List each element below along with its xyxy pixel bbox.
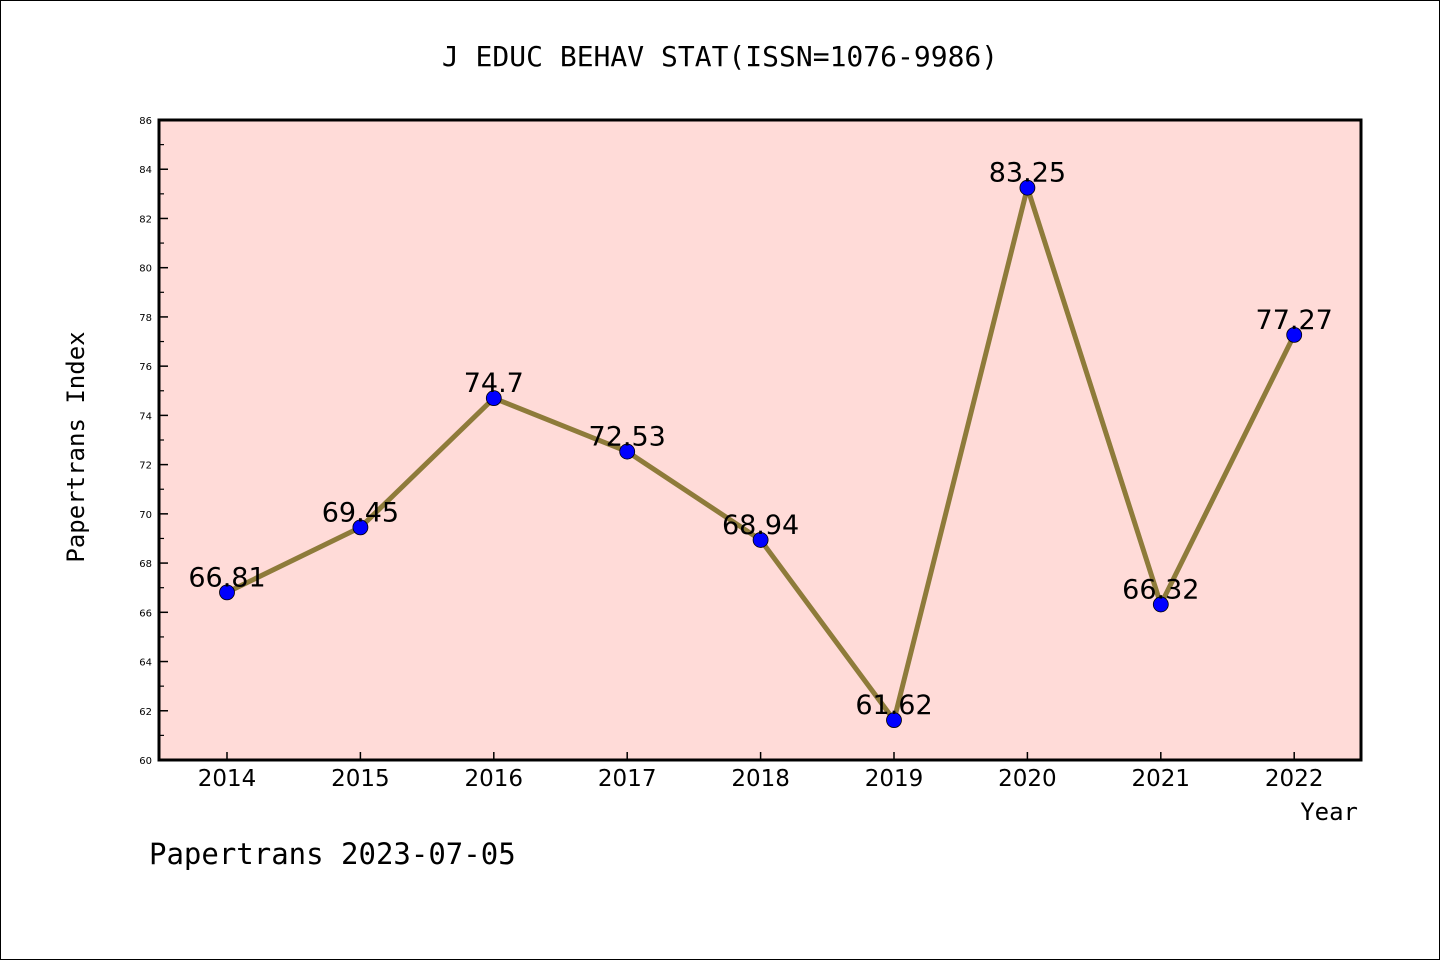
y-tick-label: 64: [139, 658, 152, 669]
data-point-2019: [886, 712, 902, 729]
data-label-2022: 77.27: [1256, 305, 1333, 336]
y-tick-label: 68: [139, 559, 152, 570]
y-tick-label: 78: [139, 313, 152, 324]
x-tick-label: 2016: [465, 766, 524, 792]
chart-title: J EDUC BEHAV STAT(ISSN=1076-9986): [442, 40, 998, 73]
series-group: 66.81 69.45 74.7 72.53 68.94 61.62 83.25 66.32 7…: [188, 158, 1333, 729]
x-tick-label: 2022: [1265, 766, 1324, 792]
data-point-2020: [1019, 179, 1036, 196]
x-axis-label: Year: [1300, 798, 1358, 826]
x-tick-label: 2015: [331, 766, 390, 792]
y-tick-label: 82: [139, 214, 152, 225]
y-tick-label: 76: [139, 362, 152, 373]
y-tick-label: 60: [139, 756, 152, 767]
data-label-2019: 61.62: [855, 690, 932, 721]
x-tick-label: 2019: [865, 766, 924, 792]
data-point-2022: [1286, 326, 1303, 343]
data-point-2017: [619, 443, 636, 460]
data-label-2014: 66.81: [188, 562, 265, 593]
x-tick-label: 2021: [1132, 766, 1191, 792]
data-label-2016: 74.7: [464, 368, 524, 399]
data-label-2020: 83.25: [989, 158, 1066, 189]
data-label-2015: 69.45: [322, 497, 399, 528]
y-axis-label: Papertrans Index: [62, 331, 90, 562]
data-label-2017: 72.53: [589, 422, 666, 453]
x-tick-label: 2014: [198, 766, 257, 792]
plot-area: [159, 120, 1361, 760]
y-tick-label: 66: [139, 608, 152, 619]
y-tick-label: 84: [139, 165, 152, 176]
y-tick-label: 74: [139, 411, 152, 422]
footer-credit: Papertrans 2023-07-05: [149, 837, 516, 871]
plot-border: [157, 118, 1363, 762]
x-tick-label: 2017: [598, 766, 657, 792]
x-axis-ticks: 2014 2015 2016 2017 2018 2019 2020 2021 2022: [198, 752, 1324, 792]
y-axis-ticks: 60 62 64 66 68 70 72 74 76 78 80 82 84 86: [139, 116, 168, 767]
data-point-2016: [485, 390, 502, 407]
x-tick-label: 2018: [731, 766, 790, 792]
y-tick-label: 62: [139, 707, 152, 718]
y-tick-label: 70: [139, 510, 152, 521]
data-point-2018: [752, 532, 769, 548]
y-tick-label: 86: [139, 116, 152, 127]
data-point-2021: [1152, 596, 1169, 613]
y-tick-label: 72: [139, 461, 152, 472]
x-tick-label: 2020: [998, 766, 1057, 792]
y-tick-label: 80: [139, 264, 152, 275]
data-point-2015: [352, 519, 369, 536]
data-label-2018: 68.94: [722, 510, 799, 541]
data-point-2014: [219, 584, 235, 601]
data-label-2021: 66.32: [1122, 574, 1199, 605]
